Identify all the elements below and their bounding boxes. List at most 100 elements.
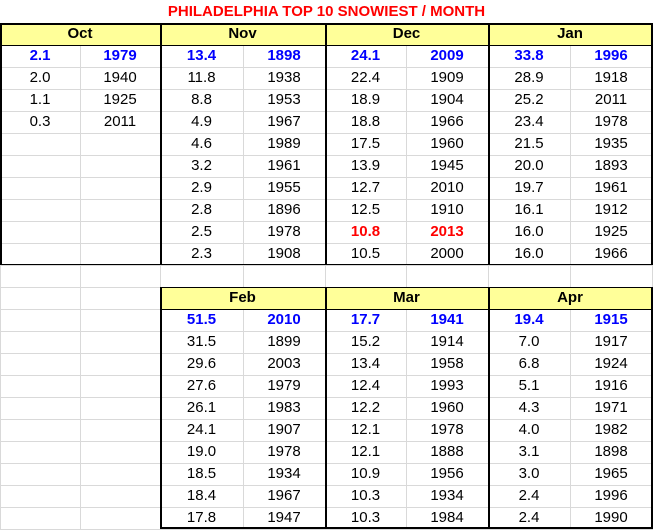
snow-year: 2010 — [430, 179, 464, 196]
snow-year: 1983 — [267, 399, 301, 416]
month-header-fill — [488, 287, 652, 309]
snow-amount: 1.1 — [29, 91, 51, 108]
snow-amount: 23.4 — [514, 113, 544, 130]
snow-year: 1918 — [594, 69, 628, 86]
month-header-fill — [325, 23, 488, 45]
snow-amount: 24.1 — [350, 47, 381, 64]
snow-amount: 12.2 — [350, 399, 381, 416]
snow-year: 1953 — [267, 91, 301, 108]
snow-amount: 33.8 — [514, 47, 544, 64]
snow-year: 1993 — [430, 377, 464, 394]
gridline-v — [80, 23, 81, 529]
snow-year: 1958 — [430, 355, 464, 372]
snow-year: 1940 — [103, 69, 137, 86]
month-header-nov: Nov — [228, 25, 257, 42]
snow-year: 1896 — [267, 201, 301, 218]
snow-year: 1925 — [594, 223, 628, 240]
border-line — [160, 527, 652, 529]
snow-amount: 29.6 — [186, 355, 217, 372]
border-line — [325, 23, 327, 264]
snow-year: 1898 — [594, 443, 628, 460]
snow-amount: 18.8 — [350, 113, 381, 130]
snow-amount: 17.5 — [350, 135, 381, 152]
snow-year: 1938 — [267, 69, 301, 86]
snow-year: 1915 — [594, 311, 628, 328]
border-line — [325, 287, 327, 529]
snow-amount: 21.5 — [514, 135, 544, 152]
snow-amount: 10.9 — [350, 465, 381, 482]
gridline-v — [488, 23, 489, 529]
snow-amount: 6.8 — [518, 355, 540, 372]
snow-amount: 12.4 — [350, 377, 381, 394]
snow-year: 2011 — [103, 113, 137, 130]
snow-amount: 31.5 — [186, 333, 217, 350]
snow-amount: 22.4 — [350, 69, 381, 86]
snow-year: 1978 — [594, 113, 628, 130]
snow-amount: 10.3 — [350, 487, 381, 504]
snow-year: 1899 — [267, 333, 301, 350]
snow-amount: 19.0 — [186, 443, 217, 460]
snow-amount: 2.8 — [191, 201, 212, 218]
gridline-v — [243, 23, 244, 529]
snow-year: 1904 — [430, 91, 464, 108]
snow-amount: 7.0 — [518, 333, 540, 350]
snow-amount: 12.7 — [350, 179, 381, 196]
snow-year: 2003 — [267, 355, 301, 372]
snow-amount: 16.0 — [514, 245, 544, 262]
snow-amount: 2.3 — [191, 245, 212, 262]
snow-amount: 3.0 — [518, 465, 540, 482]
snow-amount: 12.1 — [350, 443, 381, 460]
snow-year: 1966 — [430, 113, 464, 130]
border-line — [0, 264, 653, 265]
snow-amount: 3.1 — [518, 443, 540, 460]
border-line — [488, 287, 490, 529]
snow-year: 1955 — [267, 179, 301, 196]
snow-amount: 26.1 — [186, 399, 217, 416]
snow-amount: 20.0 — [514, 157, 544, 174]
snow-amount: 5.1 — [518, 377, 540, 394]
snow-amount: 10.5 — [350, 245, 381, 262]
snow-year: 1914 — [430, 333, 464, 350]
snow-amount: 4.9 — [191, 113, 212, 130]
snow-amount: 4.0 — [518, 421, 540, 438]
month-header-feb: Feb — [229, 289, 256, 306]
snow-year: 1910 — [430, 201, 464, 218]
snow-year: 1978 — [267, 443, 301, 460]
snow-year: 1947 — [267, 509, 301, 526]
snow-year: 1979 — [103, 47, 137, 64]
snow-year: 1978 — [430, 421, 464, 438]
snow-amount: 19.7 — [514, 179, 544, 196]
snow-year: 1924 — [594, 355, 628, 372]
snow-year: 1945 — [430, 157, 464, 174]
snow-amount: 3.2 — [191, 157, 212, 174]
snow-year: 1916 — [594, 377, 628, 394]
snow-year: 2013 — [430, 223, 464, 240]
month-header-fill — [488, 23, 652, 45]
snow-year: 1917 — [594, 333, 628, 350]
snow-amount: 28.9 — [514, 69, 544, 86]
snow-amount: 8.8 — [191, 91, 212, 108]
snow-year: 1978 — [267, 223, 301, 240]
border-line — [160, 287, 162, 529]
gridline-v — [570, 23, 571, 529]
month-header-jan: Jan — [557, 25, 583, 42]
snow-year: 2000 — [430, 245, 464, 262]
gridline-h — [0, 265, 653, 266]
snow-year: 2009 — [430, 47, 464, 64]
snow-year: 1967 — [267, 113, 301, 130]
snow-amount: 13.4 — [350, 355, 381, 372]
snow-year: 1965 — [594, 465, 628, 482]
snow-year: 1982 — [594, 421, 628, 438]
snow-amount: 2.4 — [518, 487, 540, 504]
snow-amount: 16.0 — [514, 223, 544, 240]
snow-year: 1966 — [594, 245, 628, 262]
snow-year: 1912 — [594, 201, 628, 218]
snow-year: 1893 — [594, 157, 628, 174]
snow-amount: 27.6 — [186, 377, 217, 394]
border-line — [160, 23, 162, 264]
snow-year: 1934 — [267, 465, 301, 482]
snow-amount: 16.1 — [514, 201, 544, 218]
month-header-oct: Oct — [67, 25, 93, 42]
snow-year: 1990 — [594, 509, 628, 526]
